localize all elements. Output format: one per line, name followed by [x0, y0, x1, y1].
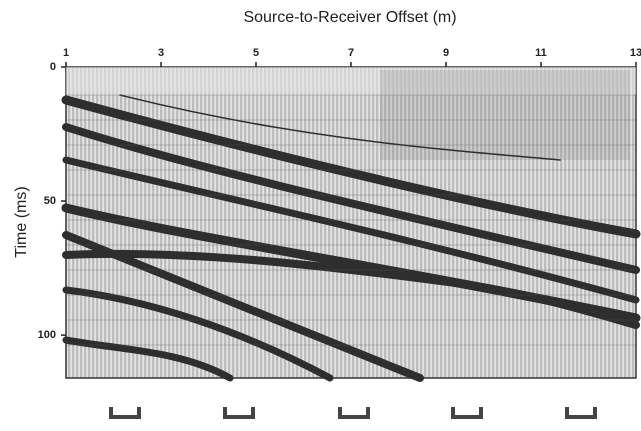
y-tick-label: 50: [44, 195, 56, 207]
seismic-section: [61, 66, 641, 382]
receiver-brackets: [109, 407, 597, 419]
y-tick-label: 100: [38, 329, 56, 341]
y-tick-label: 0: [50, 61, 56, 73]
x-tick-label: 11: [535, 47, 547, 59]
x-tick-label: 3: [158, 47, 164, 59]
x-tick-label: 13: [630, 47, 641, 59]
x-tick-label: 7: [348, 47, 354, 59]
x-tick-label: 5: [253, 47, 259, 59]
y-axis-label: Time (ms): [13, 186, 30, 257]
x-tick-label: 9: [443, 47, 449, 59]
chart-title: Source-to-Receiver Offset (m): [243, 9, 456, 26]
x-tick-label: 1: [63, 47, 69, 59]
